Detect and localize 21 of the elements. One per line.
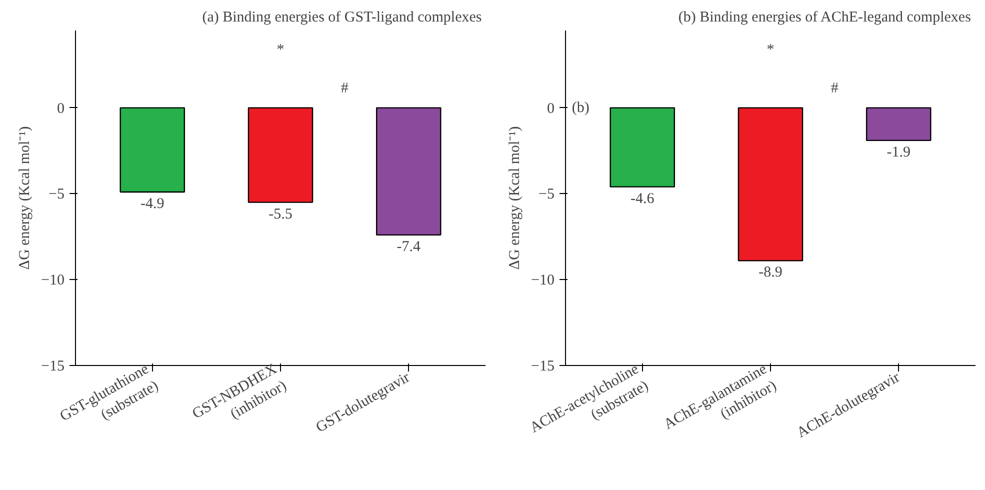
annotation: # <box>830 80 839 96</box>
data-label: -4.6 <box>630 190 655 207</box>
data-label: -1.9 <box>886 144 910 160</box>
data-label: -5.5 <box>268 206 292 222</box>
y-tick-label: −10 <box>531 272 555 289</box>
annotation: # <box>340 80 349 96</box>
y-tick-label: −5 <box>538 186 555 203</box>
annotation: * <box>276 42 284 58</box>
annotation: * <box>766 42 774 58</box>
y-tick-label: 0 <box>57 100 64 117</box>
chart-title: (b) Binding energies of AChE-legand complexes <box>678 10 972 26</box>
data-label: -7.4 <box>396 238 421 255</box>
data-label: -8.9 <box>758 264 782 281</box>
data-label: -4.9 <box>140 196 164 212</box>
y-axis-title: ΔG energy (Kcal mol⁻¹) <box>507 126 524 270</box>
y-tick-label: −5 <box>48 186 65 203</box>
y-tick-label: −10 <box>41 272 65 289</box>
y-axis-title: ΔG energy (Kcal mol⁻¹) <box>17 126 34 270</box>
annotation: (b) <box>572 100 590 116</box>
chart-title: (a) Binding energies of GST-ligand complexes <box>202 10 482 26</box>
y-tick-label: 0 <box>547 100 554 117</box>
